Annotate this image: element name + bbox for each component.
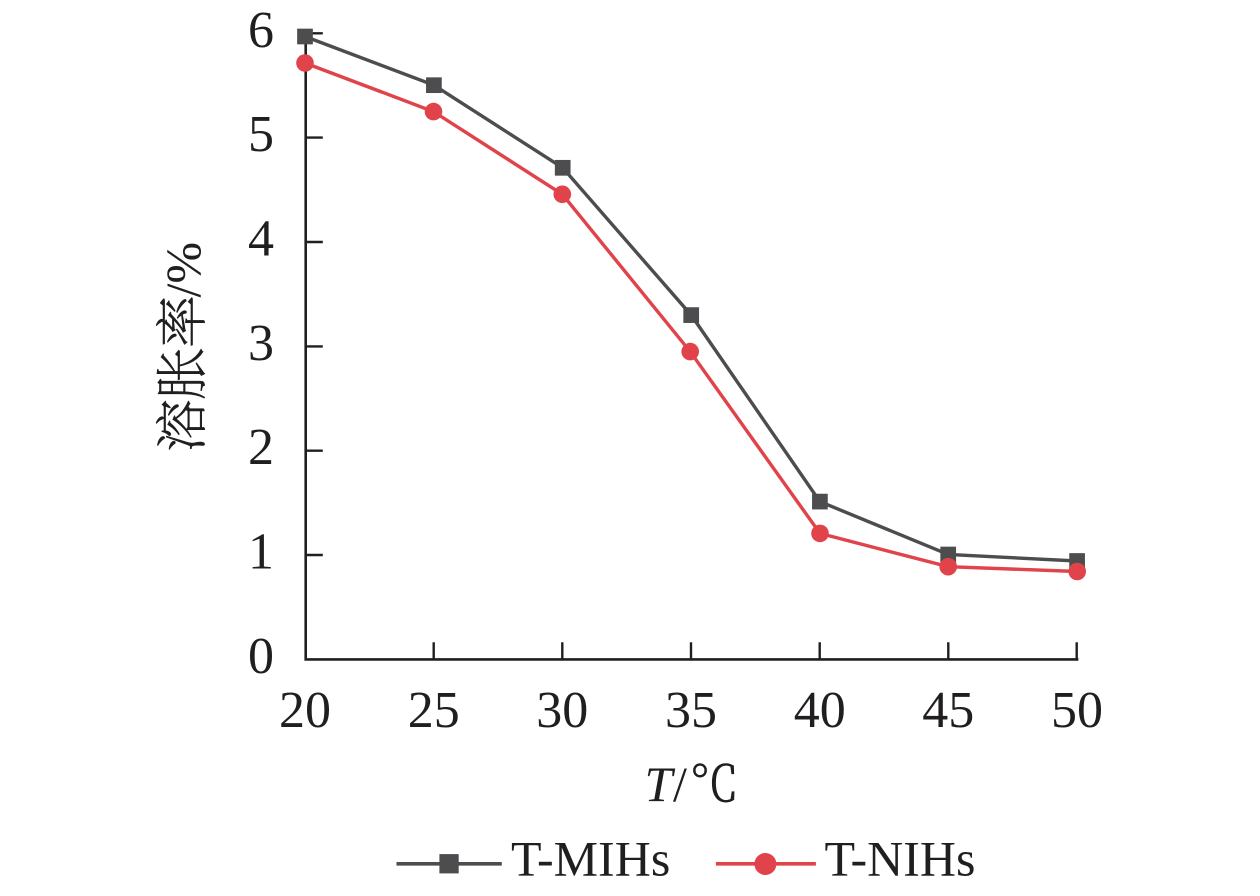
svg-text:2: 2 xyxy=(248,419,274,476)
svg-text:/%: /% xyxy=(155,242,211,298)
svg-text:5: 5 xyxy=(248,106,274,163)
svg-text:25: 25 xyxy=(408,682,460,739)
svg-text:T: T xyxy=(645,756,676,812)
svg-text:4: 4 xyxy=(248,211,274,268)
svg-text:45: 45 xyxy=(922,682,974,739)
svg-text:3: 3 xyxy=(248,315,274,372)
svg-text:30: 30 xyxy=(536,682,588,739)
svg-text:20: 20 xyxy=(279,682,331,739)
svg-text:6: 6 xyxy=(248,2,274,59)
svg-text:T-MIHs: T-MIHs xyxy=(511,831,670,887)
svg-text:/: / xyxy=(673,756,687,812)
svg-text:50: 50 xyxy=(1051,682,1103,739)
svg-text:1: 1 xyxy=(248,524,274,581)
svg-text:35: 35 xyxy=(665,682,717,739)
svg-text:T-NIHs: T-NIHs xyxy=(825,831,976,887)
svg-text:40: 40 xyxy=(794,682,846,739)
svg-text:0: 0 xyxy=(248,628,274,685)
